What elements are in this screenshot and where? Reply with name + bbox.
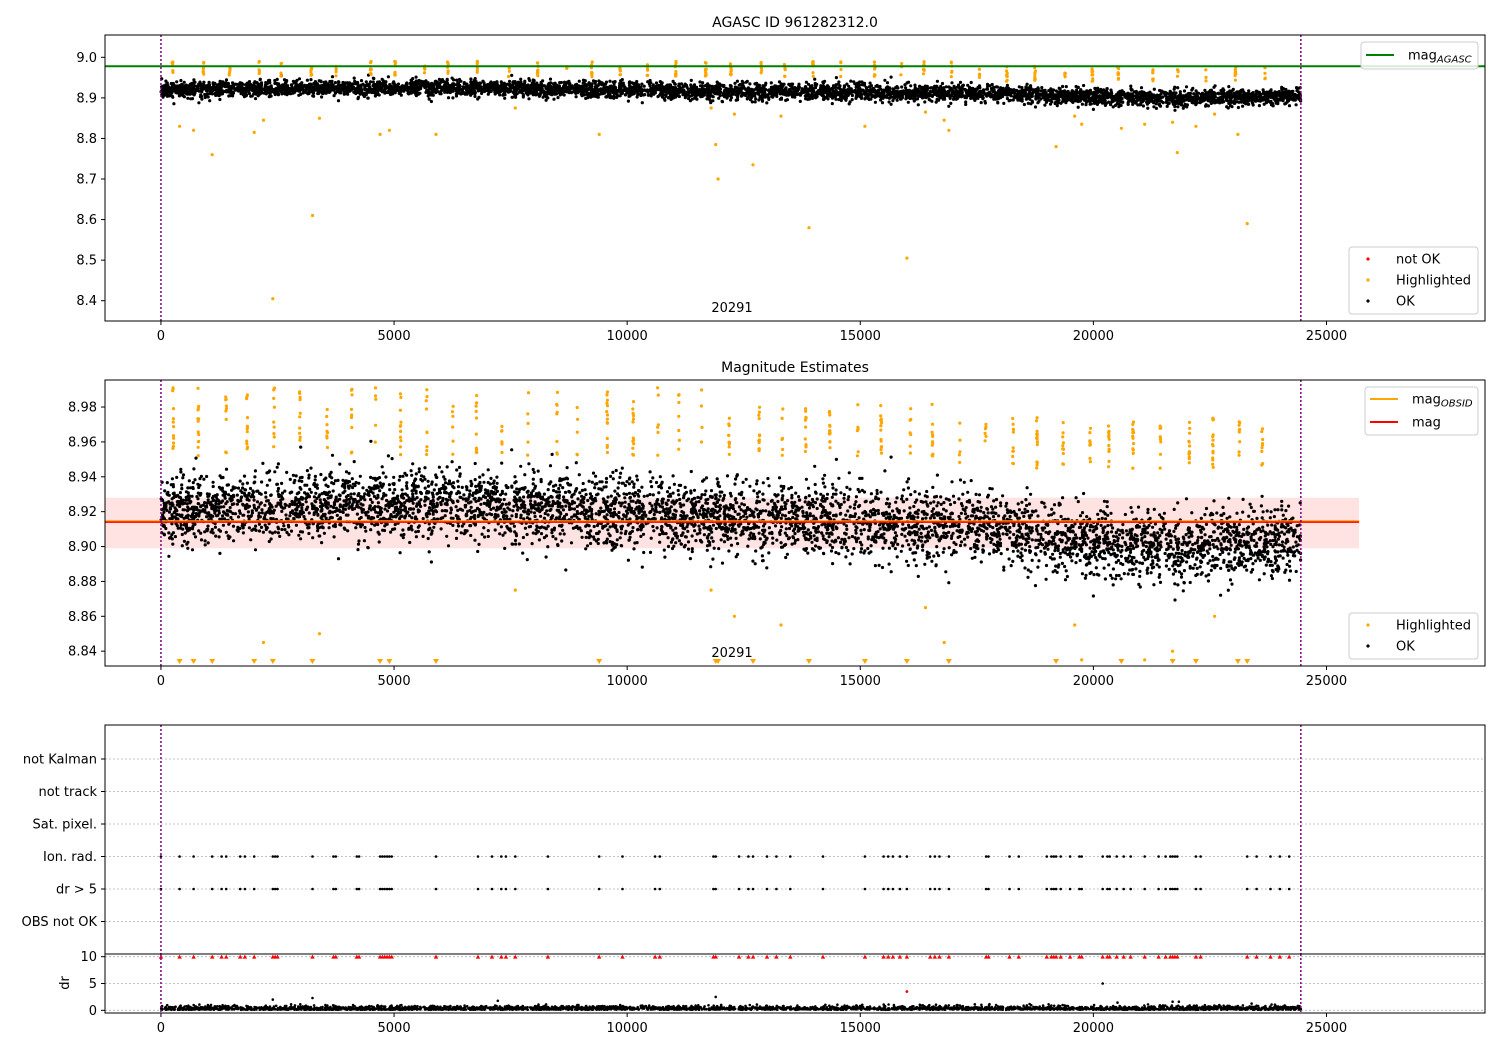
y-tick-label: 8.7 [76, 173, 97, 188]
panel4-ylabel: dr [58, 976, 73, 990]
panel2-lines [105, 380, 1360, 666]
panel4-axes: 0 5000 10000 15000 20000 25000 0 5 10 [80, 950, 1347, 1036]
y-tick-label: 10 [80, 950, 97, 965]
legend-label-subscript: AGASC [1436, 55, 1472, 66]
x-tick-label: 0 [157, 674, 165, 689]
y-tick-label: 8.96 [68, 435, 97, 450]
y-tick-label: 8.5 [76, 254, 97, 269]
y-tick-label: 8.94 [68, 470, 97, 485]
legend-marker-swatch [1366, 623, 1370, 627]
x-tick-label: 10000 [606, 674, 647, 689]
x-tick-label: 5000 [378, 674, 411, 689]
flag-row-label: not track [38, 785, 97, 800]
x-tick-label: 5000 [378, 1021, 411, 1036]
y-tick-label: 8.92 [68, 505, 97, 520]
y-tick-label: 8.6 [76, 213, 97, 228]
panel2-frame [104, 379, 1486, 667]
dr-not-ok-point [905, 990, 909, 993]
dr-points [159, 982, 1303, 1012]
panel4-lines [160, 954, 1302, 1013]
legend-label-subscript: OBSID [1441, 399, 1473, 410]
legend-label: OK [1396, 295, 1415, 310]
panel1-data-points [159, 59, 1303, 301]
flag-points [159, 855, 1291, 858]
legend-label: Highlighted [1396, 274, 1471, 289]
x-tick-label: 20000 [1073, 329, 1114, 344]
x-tick-label: 25000 [1306, 1021, 1347, 1036]
x-tick-label: 15000 [840, 329, 881, 344]
x-tick-label: 5000 [378, 329, 411, 344]
panel1-legend-mag-agasc: magAGASC [1360, 41, 1479, 70]
x-tick-label: 20000 [1073, 674, 1114, 689]
legend-label: OK [1396, 640, 1415, 655]
panel1-frame [104, 34, 1486, 322]
y-tick-label: 0 [89, 1004, 97, 1019]
legend-frame [1348, 612, 1479, 660]
panel1-legend-status: not OK Highlighted OK [1348, 246, 1479, 315]
x-tick-label: 0 [157, 1021, 165, 1036]
panel2-title: Magnitude Estimates [721, 360, 869, 376]
legend-frame [1348, 246, 1479, 315]
y-tick-label: 5 [89, 977, 97, 992]
x-tick-label: 0 [157, 329, 165, 344]
legend-marker-swatch [1366, 299, 1370, 303]
legend-marker-swatch [1366, 278, 1370, 282]
highlighted-points [170, 59, 1267, 301]
legend-label: mag [1412, 416, 1441, 431]
x-tick-label: 10000 [606, 1021, 647, 1036]
panel4-dr-points [158, 954, 1303, 1012]
x-tick-label: 15000 [840, 1021, 881, 1036]
flag-row-label: OBS not OK [22, 915, 98, 930]
flag-row-label: dr > 5 [56, 883, 97, 898]
x-tick-label: 15000 [840, 674, 881, 689]
off-scale-markers [176, 659, 1251, 664]
panel1-axes: 0 5000 10000 15000 20000 25000 8.4 8.5 8.6 8.7 8.8… [76, 51, 1347, 344]
y-tick-label: 8.9 [76, 91, 97, 106]
legend-marker-swatch [1366, 257, 1370, 261]
flag-points [159, 887, 1291, 891]
panel3-axes: not Kalman not track Sat. pixel. Ion. rad. d… [22, 753, 105, 930]
flag-row-label: Ion. rad. [43, 850, 97, 865]
panel2-axes: 0 5000 10000 15000 20000 25000 8.84 8.86 8.88 8.9… [68, 401, 1347, 689]
x-tick-label: 25000 [1306, 329, 1347, 344]
y-tick-label: 8.8 [76, 132, 97, 147]
x-tick-label: 20000 [1073, 1021, 1114, 1036]
y-tick-label: 9.0 [76, 51, 97, 66]
y-tick-label: 8.98 [68, 401, 97, 416]
panel3-flag-points [159, 855, 1291, 891]
flag-row-label: Sat. pixel. [33, 818, 97, 833]
panel2-obsid-label: 20291 [711, 646, 752, 661]
panel1-title: AGASC ID 961282312.0 [712, 15, 878, 31]
x-tick-label: 10000 [606, 329, 647, 344]
x-tick-label: 25000 [1306, 674, 1347, 689]
y-tick-label: 8.4 [76, 294, 97, 309]
ok-points [159, 73, 1303, 112]
flag-row-label: not Kalman [23, 753, 97, 768]
panel1-lines [105, 35, 1485, 321]
legend-frame [1360, 41, 1479, 70]
y-tick-label: 8.90 [68, 540, 97, 555]
legend-label: Highlighted [1396, 619, 1471, 634]
legend-marker-swatch [1366, 644, 1370, 648]
dr-capped-markers [158, 954, 1292, 959]
legend-label: not OK [1396, 253, 1441, 268]
y-tick-label: 8.84 [68, 645, 97, 660]
panel1-obsid-label: 20291 [711, 301, 752, 316]
y-tick-label: 8.88 [68, 575, 97, 590]
panel2-legend-status: Highlighted OK [1348, 612, 1479, 660]
y-tick-label: 8.86 [68, 610, 97, 625]
